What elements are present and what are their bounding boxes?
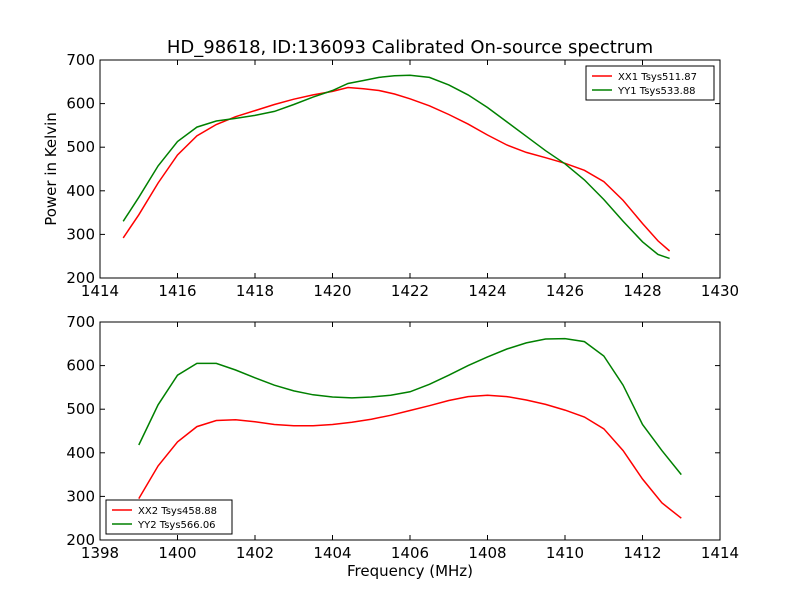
y-tick-label: 400 bbox=[66, 444, 95, 462]
series-line-yy2 bbox=[138, 337, 682, 476]
x-tick-label: 1400 bbox=[158, 544, 196, 562]
chart-panel-2: 1398 1400 1402 1404 1406 1408 1410 1412 1414 200 3… bbox=[66, 313, 739, 580]
y-tick-label: 700 bbox=[66, 313, 95, 331]
y-tick-label: 400 bbox=[66, 182, 95, 200]
x-tick-label: 1414 bbox=[701, 544, 739, 562]
legend-entry: XX2 Tsys458.88 bbox=[138, 506, 217, 517]
legend-entry: YY2 Tsys566.06 bbox=[137, 520, 216, 531]
x-tick-label: 1412 bbox=[623, 544, 661, 562]
legend-entry: YY1 Tsys533.88 bbox=[617, 86, 696, 97]
y-tick-label: 200 bbox=[66, 269, 95, 287]
y-tick-label: 200 bbox=[66, 531, 95, 549]
y-tick-label: 300 bbox=[66, 225, 95, 243]
y-tick-label: 600 bbox=[66, 95, 95, 113]
x-tick-label: 1406 bbox=[391, 544, 429, 562]
x-tick-label: 1410 bbox=[546, 544, 584, 562]
x-tick-label: 1430 bbox=[701, 282, 739, 300]
chart-title: HD_98618, ID:136093 Calibrated On-source… bbox=[167, 37, 653, 58]
legend: XX2 Tsys458.88 YY2 Tsys566.06 bbox=[105, 499, 233, 535]
x-tick-label: 1416 bbox=[158, 282, 196, 300]
legend-box bbox=[105, 499, 233, 535]
y-axis-label: Power in Kelvin bbox=[42, 112, 60, 226]
legend: XX1 Tsys511.87 YY1 Tsys533.88 bbox=[585, 65, 715, 101]
x-tick-label: 1426 bbox=[546, 282, 584, 300]
x-tick-label: 1418 bbox=[236, 282, 274, 300]
x-tick-label: 1428 bbox=[623, 282, 661, 300]
x-tick-label: 1414 bbox=[81, 282, 119, 300]
series-line-xx2 bbox=[138, 394, 682, 519]
x-tick-label: 1404 bbox=[313, 544, 351, 562]
x-axis-label: Frequency (MHz) bbox=[347, 562, 473, 580]
y-tick-label: 700 bbox=[66, 51, 95, 69]
y-tick-label: 500 bbox=[66, 138, 95, 156]
series-line-yy1 bbox=[122, 74, 670, 260]
x-tick-label: 1424 bbox=[468, 282, 506, 300]
x-tick-label: 1402 bbox=[236, 544, 274, 562]
y-tick-label: 600 bbox=[66, 357, 95, 375]
legend-entry: XX1 Tsys511.87 bbox=[618, 72, 697, 83]
y-tick-label: 300 bbox=[66, 487, 95, 505]
y-tick-label: 500 bbox=[66, 400, 95, 418]
legend-box bbox=[585, 65, 715, 101]
chart-panel-1: 1414 1416 1418 1420 1422 1424 1426 1428 1430 200 3… bbox=[42, 51, 739, 300]
series-line-xx1 bbox=[122, 86, 671, 252]
x-tick-label: 1420 bbox=[313, 282, 351, 300]
x-tick-label: 1408 bbox=[468, 544, 506, 562]
x-tick-label: 1398 bbox=[81, 544, 119, 562]
x-tick-label: 1422 bbox=[391, 282, 429, 300]
